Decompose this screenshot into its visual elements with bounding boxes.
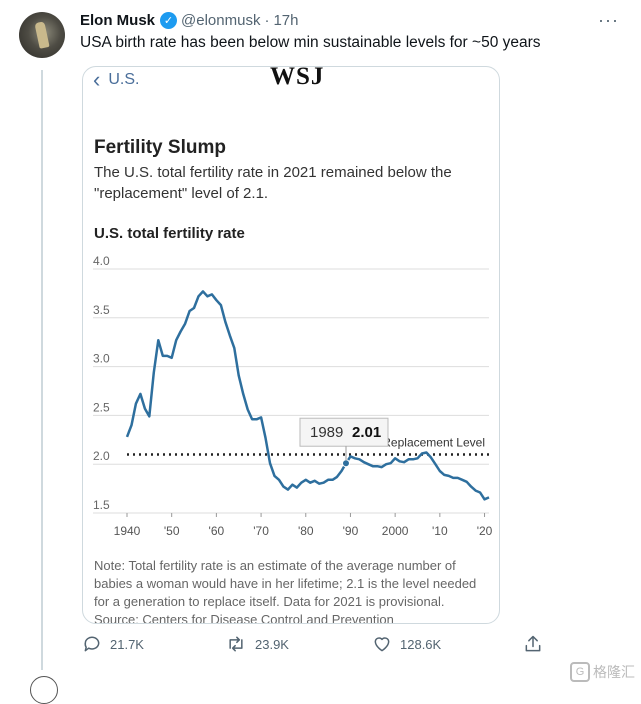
like-button[interactable]: 128.6K bbox=[372, 634, 441, 654]
x-tick-label: '20 bbox=[477, 524, 493, 538]
y-tick-label: 2.5 bbox=[93, 400, 110, 414]
y-tick-label: 2.0 bbox=[93, 449, 110, 463]
note-text: Note: Total fertility rate is an estimat… bbox=[94, 558, 477, 609]
timestamp[interactable]: 17h bbox=[273, 11, 299, 29]
avatar[interactable] bbox=[19, 12, 65, 58]
back-link-label: U.S. bbox=[108, 71, 140, 88]
retweet-count: 23.9K bbox=[255, 636, 289, 652]
reply-count: 21.7K bbox=[110, 636, 144, 652]
x-tick-label: '10 bbox=[432, 524, 448, 538]
y-tick-label: 1.5 bbox=[93, 498, 110, 512]
x-tick-label: '90 bbox=[343, 524, 359, 538]
x-tick-label: '60 bbox=[209, 524, 225, 538]
share-icon bbox=[525, 635, 541, 652]
chart-y-title: U.S. total fertility rate bbox=[94, 225, 245, 242]
watermark: G 格隆汇 bbox=[570, 662, 635, 682]
watermark-logo-icon: G bbox=[570, 662, 590, 682]
highlight-value: 2.01 bbox=[352, 424, 381, 441]
tweet-text: USA birth rate has been below min sustai… bbox=[80, 34, 541, 51]
chart-note: Note: Total fertility rate is an estimat… bbox=[94, 557, 490, 624]
source-text: Source: Centers for Disease Control and … bbox=[94, 612, 394, 624]
retweet-button[interactable]: 23.9K bbox=[225, 634, 289, 654]
y-tick-label: 3.0 bbox=[93, 352, 110, 366]
separator-dot: · bbox=[264, 11, 270, 29]
watermark-text: 格隆汇 bbox=[593, 664, 635, 680]
reply-button[interactable]: 21.7K bbox=[82, 634, 144, 654]
verified-badge-icon: ✓ bbox=[160, 11, 178, 29]
highlight-year: 1989 bbox=[310, 424, 343, 441]
wsj-logo: WSJ bbox=[270, 66, 325, 90]
tweet-actions: 21.7K 23.9K 128.6K bbox=[82, 634, 562, 658]
chart-subtitle: The U.S. total fertility rate in 2021 re… bbox=[94, 164, 452, 202]
like-count: 128.6K bbox=[400, 636, 442, 652]
reply-icon bbox=[84, 636, 100, 652]
highlight-tooltip bbox=[299, 417, 389, 447]
x-tick-label: '70 bbox=[253, 524, 269, 538]
x-tick-label: '80 bbox=[298, 524, 314, 538]
chart-title: Fertility Slump bbox=[94, 137, 226, 158]
share-button[interactable] bbox=[523, 634, 551, 654]
author-name[interactable]: Elon Musk bbox=[80, 11, 156, 29]
chevron-left-icon: ‹ bbox=[93, 67, 101, 92]
next-tweet-avatar[interactable] bbox=[30, 676, 58, 704]
author-handle[interactable]: @elonmusk bbox=[181, 11, 261, 29]
thread-line bbox=[41, 70, 43, 670]
replacement-level-label: Replacement Level bbox=[382, 435, 485, 449]
y-tick-label: 4.0 bbox=[93, 254, 110, 268]
retweet-icon bbox=[229, 636, 243, 652]
more-options-icon[interactable]: ··· bbox=[598, 10, 619, 30]
x-tick-label: 1940 bbox=[114, 524, 141, 538]
fertility-chart: 4.0 3.5 3.0 2.5 2.0 1.5 1940 '50 '60 '70 '80 '90 200… bbox=[93, 254, 493, 538]
y-tick-label: 3.5 bbox=[93, 303, 110, 317]
media-image[interactable]: ‹ U.S. WSJ Fertility Slump The U.S. tota… bbox=[82, 66, 500, 624]
heart-icon bbox=[374, 637, 390, 652]
x-tick-label: '50 bbox=[164, 524, 180, 538]
tweet-header: Elon Musk ✓ @elonmusk · 17h bbox=[80, 10, 298, 30]
back-link[interactable]: ‹ U.S. bbox=[93, 67, 139, 93]
fertility-rate-line bbox=[125, 290, 490, 501]
x-tick-label: 2000 bbox=[382, 524, 409, 538]
highlight-point bbox=[341, 459, 350, 468]
